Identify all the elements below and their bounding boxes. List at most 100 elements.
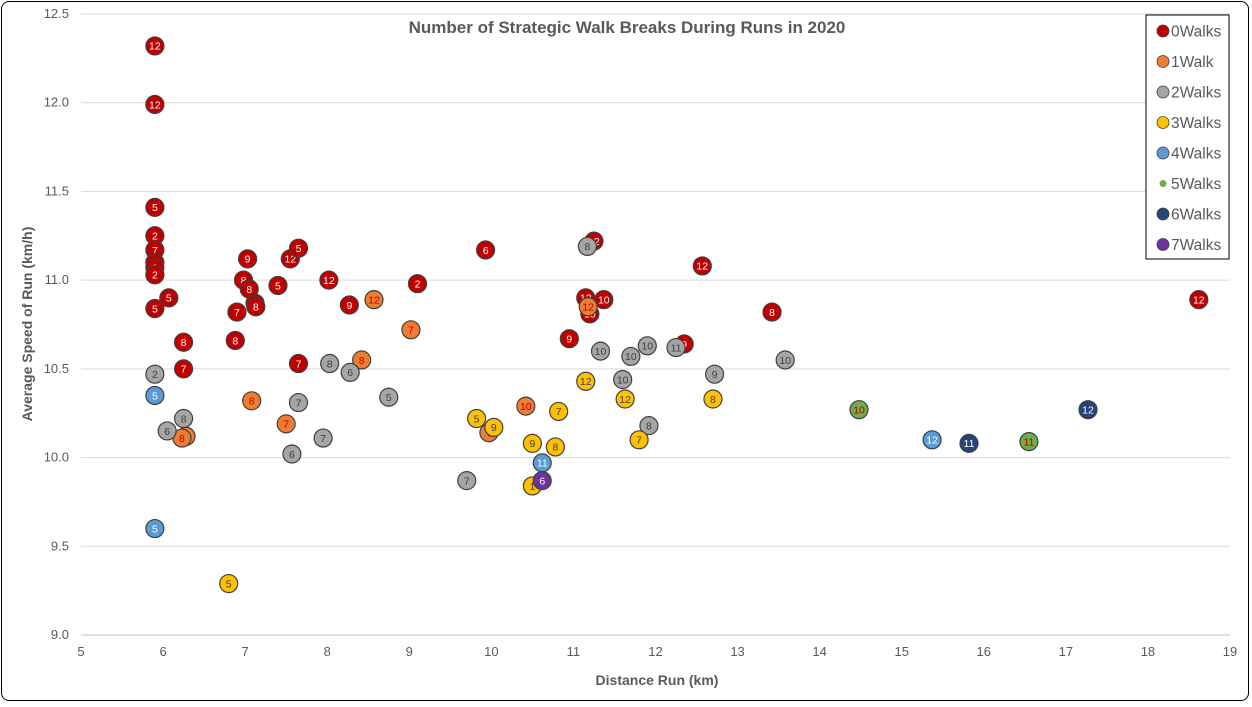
data-point: 5 <box>379 387 399 407</box>
gridlines <box>81 13 1230 547</box>
data-point: 10 <box>590 341 611 361</box>
data-point-label: 6 <box>483 245 489 257</box>
data-point-label: 7 <box>152 245 158 257</box>
data-point-marker <box>401 320 421 340</box>
legend-item: 7Walks <box>1156 237 1221 254</box>
data-point-marker <box>545 437 565 457</box>
legend-marker <box>1156 24 1170 38</box>
x-tick-label: 9 <box>406 644 413 659</box>
data-point-marker <box>145 36 165 56</box>
data-point-label: 8 <box>769 307 775 319</box>
data-point-label: 10 <box>598 294 610 306</box>
data-point-label: 8 <box>253 302 259 314</box>
data-point-label: 7 <box>296 358 302 370</box>
data-point-marker <box>615 389 635 409</box>
data-point-label: 12 <box>1082 404 1094 416</box>
data-point: 12 <box>1078 400 1098 420</box>
data-point-label: 5 <box>296 243 302 255</box>
data-point-label: 8 <box>181 413 187 425</box>
data-point-label: 7 <box>464 475 470 487</box>
data-point-label: 7 <box>283 419 289 431</box>
data-point: 5 <box>145 298 165 319</box>
data-point: 6 <box>157 421 177 441</box>
data-point: 10 <box>849 400 869 420</box>
x-tick-label: 19 <box>1223 644 1237 659</box>
x-tick-label: 11 <box>567 644 581 659</box>
data-point-label: 10 <box>779 355 791 367</box>
x-tick-label: 10 <box>484 644 498 659</box>
data-point: 8 <box>239 279 259 299</box>
data-point: 11 <box>959 433 979 453</box>
data-point-marker <box>173 332 194 352</box>
data-point-marker <box>379 387 399 407</box>
x-tick-label: 7 <box>242 644 249 659</box>
x-tick-label: 5 <box>77 644 84 659</box>
data-point-label: 9 <box>712 369 718 381</box>
data-point-label: 12 <box>582 302 594 314</box>
y-tick-label: 9.0 <box>51 627 69 642</box>
y-tick-label: 12.5 <box>44 6 69 21</box>
legend-marker <box>1159 180 1167 187</box>
data-point-label: 6 <box>347 367 353 379</box>
data-point-label: 8 <box>584 241 590 253</box>
data-point-label: 10 <box>520 401 532 413</box>
data-point: 7 <box>457 471 477 491</box>
data-point: 7 <box>276 414 296 434</box>
data-point: 12 <box>578 297 598 317</box>
data-point-label: 8 <box>249 396 255 408</box>
data-point: 5 <box>145 518 165 539</box>
data-point: 12 <box>319 270 339 290</box>
data-point-marker <box>276 414 296 434</box>
data-point-label: 11 <box>1023 436 1034 448</box>
legend-item: 6Walks <box>1156 207 1221 224</box>
data-point-marker <box>549 401 569 422</box>
x-tick-label: 13 <box>730 644 744 659</box>
x-tick-label: 12 <box>648 644 662 659</box>
data-point-label: 8 <box>710 394 716 406</box>
data-point: 5 <box>145 385 165 406</box>
data-point-label: 9 <box>491 422 497 434</box>
data-point-marker <box>1078 400 1098 420</box>
data-point: 6 <box>476 240 496 260</box>
data-point: 7 <box>629 430 649 450</box>
data-point-marker <box>629 430 649 450</box>
data-point-label: 10 <box>617 374 629 386</box>
legend-label: 1Walk <box>1171 54 1214 71</box>
data-point-marker <box>613 369 633 390</box>
data-point-marker <box>227 302 247 322</box>
data-point: 10 <box>637 336 657 356</box>
data-point: 8 <box>545 437 565 457</box>
data-point: 12 <box>922 430 942 450</box>
data-point-marker <box>173 408 194 429</box>
data-point: 6 <box>282 444 302 464</box>
data-points: 1212527112558787898885125712926912101210… <box>145 36 1209 594</box>
data-point: 8 <box>225 330 245 351</box>
data-point: 6 <box>340 362 360 383</box>
data-point: 2 <box>145 364 165 384</box>
data-point-marker <box>288 238 309 258</box>
data-point: 8 <box>173 332 194 352</box>
data-point-label: 12 <box>696 261 708 273</box>
data-point-marker <box>1019 432 1039 452</box>
data-point-label: 5 <box>226 578 232 590</box>
x-tick-label: 8 <box>324 644 331 659</box>
y-tick-label: 11.5 <box>45 183 69 198</box>
data-point-marker <box>1189 290 1209 310</box>
data-point: 8 <box>320 353 340 374</box>
data-point-marker <box>457 471 477 491</box>
data-point-label: 9 <box>346 300 352 312</box>
data-point-marker <box>145 298 165 319</box>
data-point: 10 <box>516 396 536 416</box>
data-point: 7 <box>173 359 194 379</box>
data-point-label: 7 <box>556 406 562 418</box>
legend-item: 4Walks <box>1156 146 1221 163</box>
data-point-marker <box>484 417 504 438</box>
data-point-label: 12 <box>323 275 335 287</box>
data-point-label: 7 <box>408 325 414 337</box>
data-point-label: 12 <box>580 376 592 388</box>
data-point-marker <box>282 444 302 464</box>
data-point-label: 8 <box>241 275 247 287</box>
data-point-marker <box>352 350 372 370</box>
data-point: 9 <box>484 417 504 438</box>
data-point-marker <box>319 270 339 290</box>
